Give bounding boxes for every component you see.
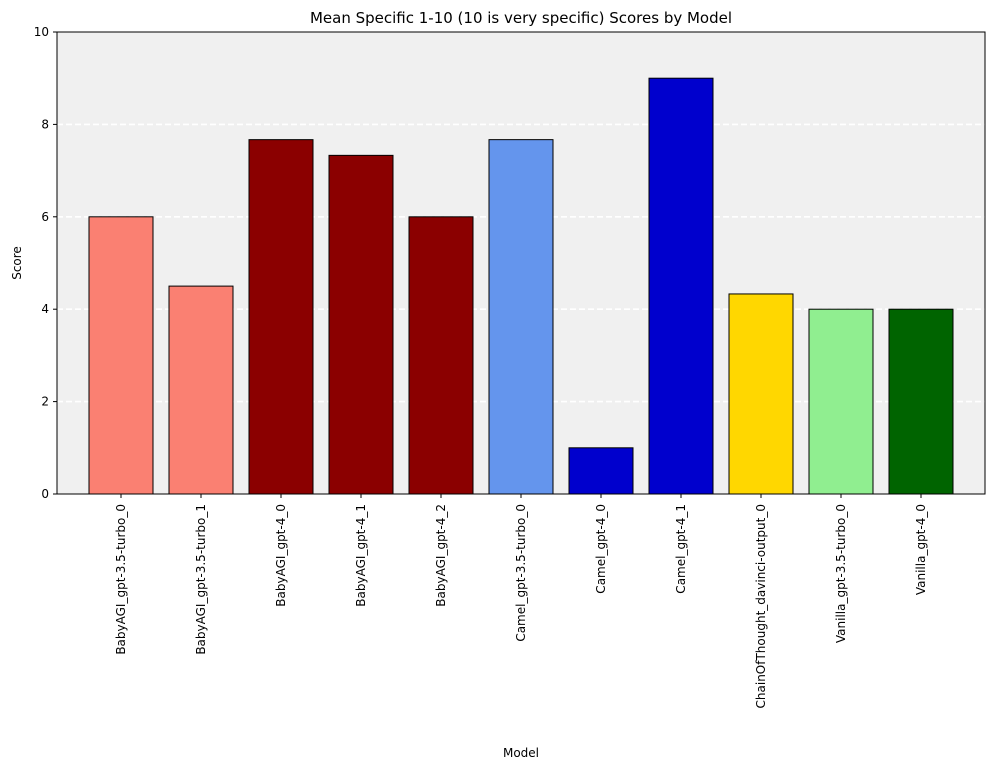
bar bbox=[888, 308, 954, 495]
x-tick-label: BabyAGI_gpt-4_1 bbox=[354, 504, 368, 607]
x-tick-label: Camel_gpt-4_0 bbox=[594, 504, 608, 594]
y-axis-ticks: 0 2 4 6 8 10 bbox=[34, 25, 57, 501]
x-tick-label: BabyAGI_gpt-3.5-turbo_0 bbox=[114, 504, 128, 655]
bar bbox=[88, 216, 154, 495]
y-tick-label: 6 bbox=[41, 210, 49, 224]
bar bbox=[808, 308, 874, 495]
bar bbox=[488, 139, 554, 495]
x-tick-label: Vanilla_gpt-3.5-turbo_0 bbox=[834, 504, 848, 643]
y-tick-label: 8 bbox=[41, 117, 49, 131]
x-axis-ticks: BabyAGI_gpt-3.5-turbo_0 BabyAGI_gpt-3.5-t… bbox=[114, 494, 928, 708]
x-tick-label: BabyAGI_gpt-4_2 bbox=[434, 504, 448, 607]
x-tick-label: ChainOfThought_davinci-output_0 bbox=[754, 504, 768, 708]
x-axis-title: Model bbox=[503, 746, 539, 760]
bar bbox=[568, 447, 634, 495]
y-tick-label: 10 bbox=[34, 25, 49, 39]
bar bbox=[408, 216, 474, 495]
y-tick-label: 0 bbox=[41, 487, 49, 501]
x-tick-label: Vanilla_gpt-4_0 bbox=[914, 504, 928, 595]
x-tick-label: BabyAGI_gpt-4_0 bbox=[274, 504, 288, 607]
x-tick-label: BabyAGI_gpt-3.5-turbo_1 bbox=[194, 504, 208, 655]
chart-title: Mean Specific 1-10 (10 is very specific)… bbox=[310, 9, 732, 27]
bar bbox=[328, 154, 394, 495]
y-tick-label: 2 bbox=[41, 395, 49, 409]
y-axis-title: Score bbox=[10, 246, 24, 280]
y-tick-label: 4 bbox=[41, 302, 49, 316]
x-tick-label: Camel_gpt-4_1 bbox=[674, 504, 688, 594]
bar bbox=[648, 77, 714, 495]
bar bbox=[728, 293, 794, 495]
bar bbox=[248, 139, 314, 495]
x-tick-label: Camel_gpt-3.5-turbo_0 bbox=[514, 504, 528, 642]
bar bbox=[168, 285, 234, 495]
